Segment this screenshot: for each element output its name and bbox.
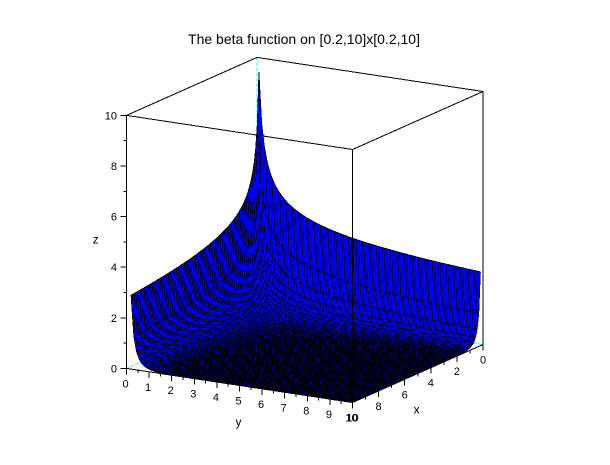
svg-text:8: 8 xyxy=(111,161,117,173)
svg-text:2: 2 xyxy=(168,385,174,397)
svg-text:3: 3 xyxy=(190,389,196,401)
svg-text:1: 1 xyxy=(145,382,151,394)
svg-text:0: 0 xyxy=(111,363,117,375)
svg-text:2: 2 xyxy=(454,366,460,378)
svg-text:The beta function on [0.2,10]x: The beta function on [0.2,10]x[0.2,10] xyxy=(188,31,420,47)
svg-text:10: 10 xyxy=(345,413,357,425)
svg-text:4: 4 xyxy=(111,262,117,274)
svg-text:6: 6 xyxy=(111,212,117,224)
svg-text:y: y xyxy=(236,415,242,429)
svg-text:10: 10 xyxy=(105,110,117,122)
svg-text:9: 9 xyxy=(326,409,332,421)
svg-text:0: 0 xyxy=(122,378,128,390)
svg-text:x: x xyxy=(414,403,420,417)
svg-text:5: 5 xyxy=(235,395,241,407)
svg-text:7: 7 xyxy=(281,402,287,414)
svg-text:0: 0 xyxy=(480,355,486,367)
svg-text:6: 6 xyxy=(402,389,408,401)
svg-text:10: 10 xyxy=(346,413,358,425)
svg-text:z: z xyxy=(93,233,99,247)
svg-text:6: 6 xyxy=(258,399,264,411)
svg-text:8: 8 xyxy=(376,401,382,413)
svg-text:4: 4 xyxy=(213,392,219,404)
svg-text:4: 4 xyxy=(428,378,434,390)
svg-text:2: 2 xyxy=(111,313,117,325)
svg-text:8: 8 xyxy=(303,406,309,418)
